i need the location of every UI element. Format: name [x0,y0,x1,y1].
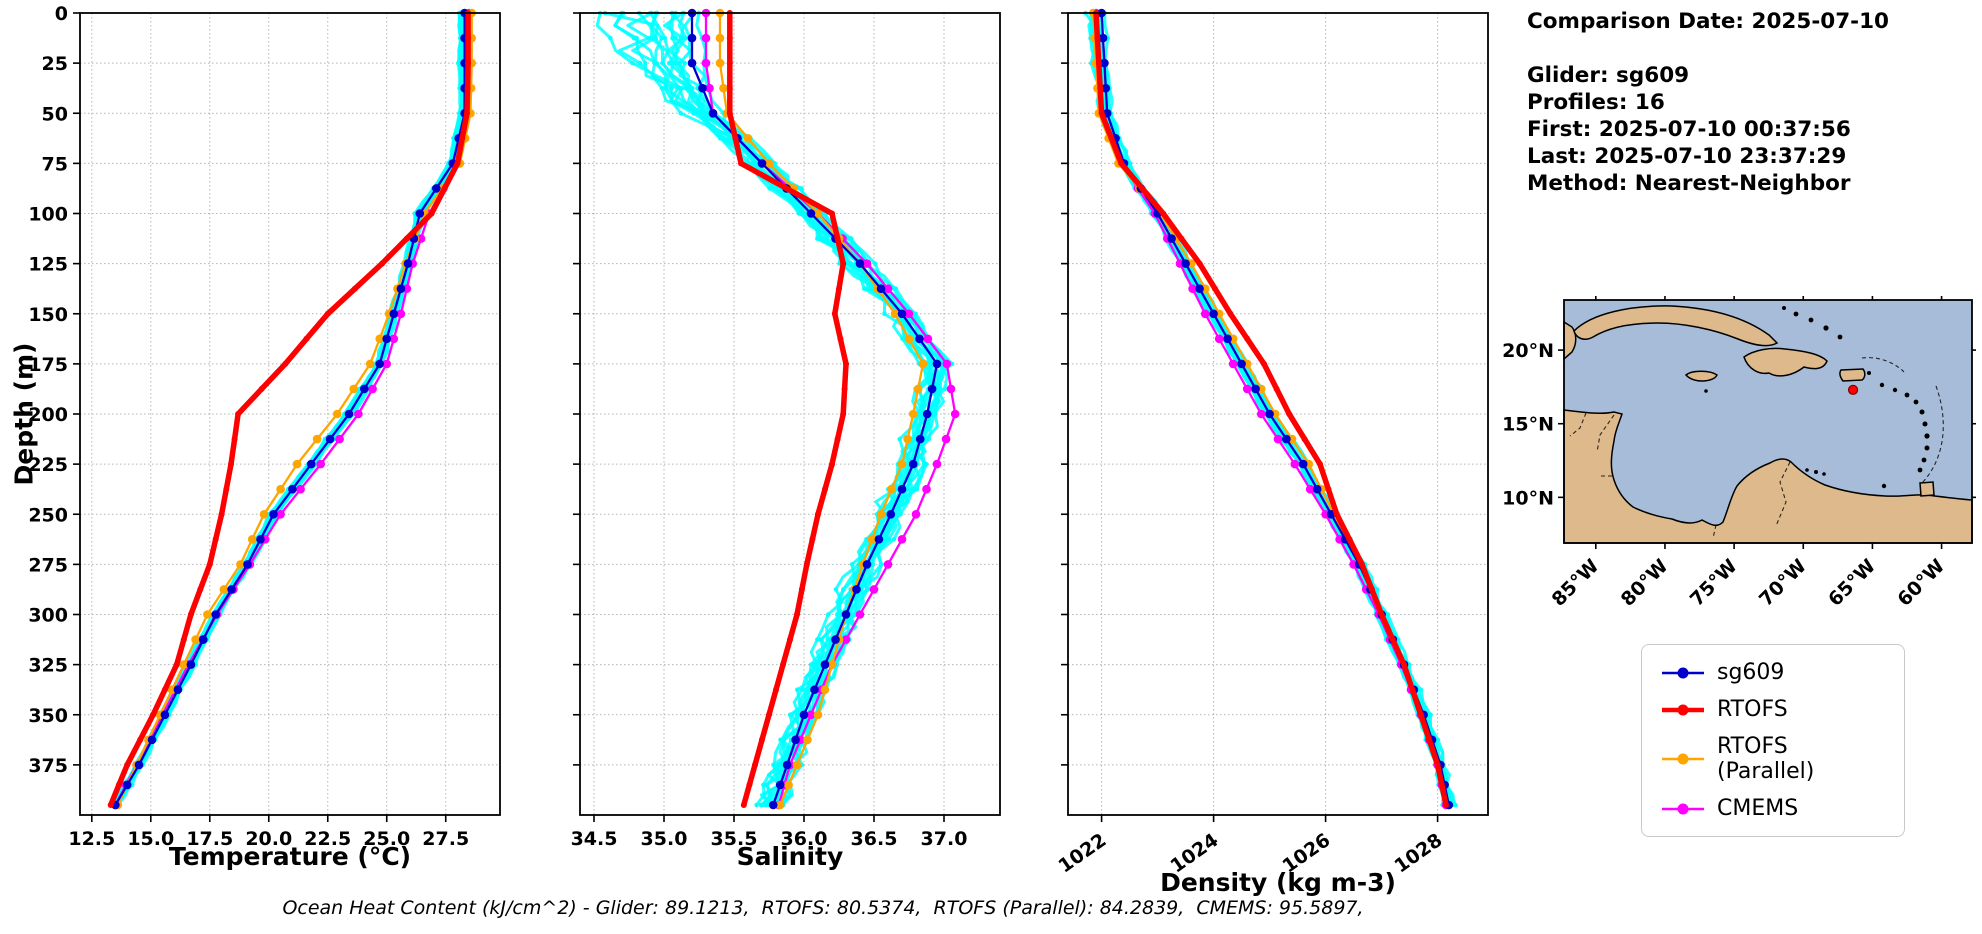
y-tick-label: 75 [42,153,68,175]
salinity-profile-chart: 34.5 35.0 35.5 36.0 36.5 37.0 [571,8,1001,850]
density-profile-chart: 1022 1024 1026 1028 [1055,8,1489,877]
x-tick-label: 37.0 [921,828,968,850]
map-land [1563,305,1973,544]
salinity-axis-label: Salinity [736,842,844,871]
y-tick-label: 125 [28,254,68,276]
legend-line-swatch [1662,704,1704,715]
info-line: Profiles: 16 [1527,90,1665,115]
map-lon-label: 70°W [1755,555,1811,611]
x-tick-label: 20.0 [245,828,292,850]
legend: sg609 RTOFS RTOFS (Parallel) CMEMS [1641,644,1905,837]
map-island-jamaica [1684,370,1718,382]
map-lon-label: 75°W [1686,555,1742,611]
legend-label: sg609 [1717,660,1785,685]
y-tick-label: 225 [28,454,68,476]
map-lat-label: 15°N [1502,414,1554,436]
x-tick-label: 34.5 [571,828,618,850]
location-map: 85°W 80°W 75°W 70°W 65°W 60°W 20°N 15°N 10°N [1502,296,1976,611]
map-lon-label: 80°W [1617,555,1673,611]
y-tick-label: 50 [42,103,68,125]
series-rtofs [726,10,849,808]
info-line: Last: 2025-07-10 23:37:29 [1527,144,1847,169]
legend-line-swatch [1662,667,1704,678]
gridlines [80,12,500,815]
x-tick-label: 36.0 [781,828,828,850]
x-tick-label: 22.5 [304,828,351,850]
x-tick-label: 35.5 [711,828,758,850]
y-tick-label: 300 [28,605,68,627]
legend-item-rtofs: RTOFS [1660,697,1886,722]
map-island-trinidad [1919,481,1935,497]
map-lat-label: 20°N [1502,340,1554,362]
map-country-borders [1569,357,1944,539]
axes: 34.5 35.0 35.5 36.0 36.5 37.0 [571,12,968,850]
glider-raw-scatter [1083,10,1458,808]
axes: 12.5 15.0 17.5 20.0 22.5 25.0 27.5 0 25 50 75 100 12… [28,3,469,850]
legend-label: CMEMS [1717,796,1799,821]
y-tick-label: 100 [28,204,68,226]
x-tick-label: 36.5 [851,828,898,850]
glider-position-marker [1847,384,1859,395]
y-tick-label: 150 [28,304,68,326]
legend-item-cmems: CMEMS [1660,796,1886,821]
y-tick-label: 325 [28,655,68,677]
info-line: First: 2025-07-10 00:37:56 [1527,117,1851,142]
map-small-islands [1704,306,1930,489]
x-tick-label: 15.0 [127,828,174,850]
info-line: Glider: sg609 [1527,63,1690,88]
map-land-yucatan [1563,320,1577,361]
info-line [1527,35,1889,62]
series-rtofs-parallel [715,8,928,810]
y-tick-label: 275 [28,554,68,576]
legend-item-rtofs-parallel: RTOFS (Parallel) [1660,734,1886,784]
comparison-info: Comparison Date: 2025-07-10 Glider: sg609… [1527,8,1889,197]
y-tick-label: 175 [28,354,68,376]
temperature-axis-label: Temperature (°C) [168,842,412,871]
info-line: Comparison Date: 2025-07-10 [1527,9,1890,34]
x-tick-label: 25.0 [363,828,410,850]
map-lon-label: 60°W [1893,555,1949,611]
info-line: Method: Nearest-Neighbor [1527,171,1851,196]
series-rtofs [107,10,472,808]
y-tick-label: 25 [42,53,68,75]
map-island-puerto-rico [1839,368,1866,382]
legend-line-swatch [1662,803,1704,814]
y-tick-label: 250 [28,504,68,526]
temperature-profile-chart: 12.5 15.0 17.5 20.0 22.5 25.0 27.5 0 25 50 75 100 12… [28,3,501,850]
legend-label: RTOFS [1717,697,1788,722]
map-land-central-south-america [1563,409,1973,544]
x-tick-label: 35.0 [641,828,688,850]
y-tick-label: 350 [28,705,68,727]
y-tick-label: 0 [55,3,68,25]
legend-line-swatch [1662,753,1704,765]
map-lon-label: 65°W [1824,555,1880,611]
map-island-cuba [1573,305,1779,347]
y-tick-label: 200 [28,404,68,426]
gridlines [1068,12,1488,815]
x-tick-label: 17.5 [186,828,233,850]
legend-label: RTOFS (Parallel) [1717,734,1815,784]
y-tick-label: 375 [28,755,68,777]
ohc-caption: Ocean Heat Content (kJ/cm^2) - Glider: 8… [282,897,1364,919]
series-sg609 [1097,8,1454,810]
x-tick-label: 27.5 [422,828,469,850]
map-island-hispaniola [1743,347,1828,377]
map-lat-label: 10°N [1502,487,1554,509]
series-sg609 [687,8,942,810]
x-tick-label: 12.5 [68,828,115,850]
density-axis-label: Density (kg m-3) [1160,868,1396,897]
map-lon-label: 85°W [1548,555,1604,611]
legend-item-sg609: sg609 [1660,660,1886,685]
